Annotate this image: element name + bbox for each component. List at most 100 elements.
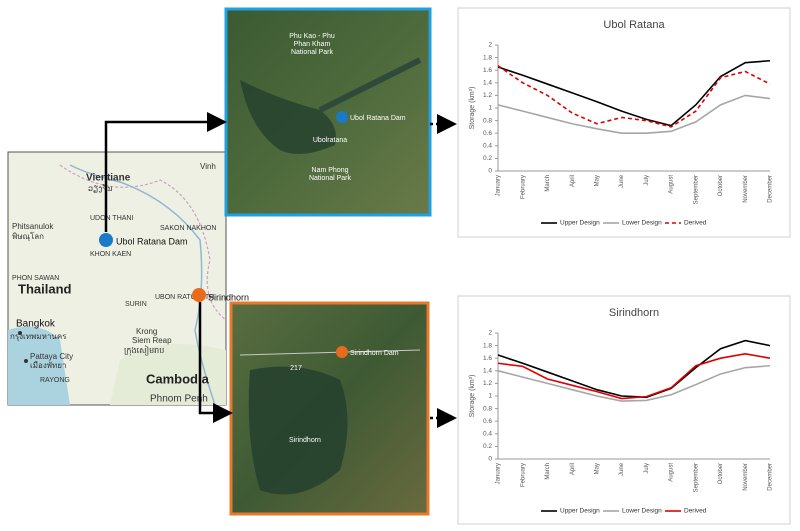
legend-label: Upper Design (560, 220, 600, 227)
y-axis-title: Storage (km³) (469, 375, 476, 418)
reservoir (318, 57, 422, 113)
y-tick-label: 1.6 (483, 355, 492, 362)
y-tick-label: 0 (488, 456, 492, 463)
x-tick-label: September (693, 175, 699, 204)
y-tick-label: 1.8 (483, 342, 492, 349)
dam-icon (192, 288, 206, 302)
map-label: ວຽງຈັນ (88, 183, 113, 193)
x-tick-label: November (743, 463, 749, 491)
satellite-label: Sirindhorn (289, 437, 321, 444)
land (110, 344, 226, 405)
map-label: พิษณุโลก (12, 231, 44, 241)
satellite-image (224, 7, 432, 217)
x-tick-label: January (496, 463, 502, 484)
y-tick-label: 0.8 (483, 117, 492, 124)
map-label: Phnom Penh (150, 394, 208, 405)
y-tick-label: 0.6 (483, 130, 492, 137)
y-tick-label: 1.2 (483, 380, 492, 387)
x-tick-label: October (718, 463, 724, 484)
x-tick-label: June (619, 174, 625, 188)
y-tick-label: 2 (488, 42, 492, 49)
dam-icon (336, 111, 348, 123)
series-line (497, 59, 771, 127)
satellite-label: Nam Phong (312, 167, 349, 174)
map: Vinh Vientiane ວຽງຈັນ UDON THANI Phitsan… (7, 151, 249, 406)
series-line (497, 352, 771, 400)
satellite-label: National Park (291, 49, 334, 56)
map-label: UDON THANI (90, 215, 133, 222)
x-tick-label: April (570, 463, 576, 475)
satellite-label: Phan Kham (294, 41, 331, 48)
y-tick-label: 0.2 (483, 443, 492, 450)
chart-title: Ubol Ratana (603, 19, 665, 31)
x-tick-label: September (693, 463, 699, 492)
map-label: Bangkok (16, 319, 56, 330)
y-tick-label: 0.4 (483, 431, 492, 438)
map-label: RAYONG (40, 377, 70, 384)
dam-icon (336, 346, 348, 358)
city-dot (18, 331, 22, 335)
map-label: Pattaya City (30, 352, 73, 361)
x-tick-label: October (718, 175, 724, 196)
satellite-label: Ubolratana (313, 137, 347, 144)
y-tick-label: 1.2 (483, 92, 492, 99)
y-tick-label: 0.2 (483, 155, 492, 162)
reservoir (240, 80, 336, 154)
x-tick-label: March (545, 463, 551, 480)
y-tick-label: 0.4 (483, 143, 492, 150)
map-label: Ubol Ratana Dam (116, 236, 188, 246)
road (239, 349, 421, 356)
satellite-label: 217 (290, 365, 302, 372)
connector-arrow (198, 302, 233, 423)
x-tick-label: December (768, 463, 774, 491)
map-label: PHON SAWAN (12, 275, 59, 282)
dam-icon (99, 233, 113, 247)
x-tick-label: July (644, 463, 650, 474)
legend-label: Upper Design (560, 508, 600, 515)
river (69, 164, 216, 406)
legend-label: Derived (684, 220, 707, 227)
x-tick-label: February (520, 463, 526, 487)
x-tick-label: August (669, 463, 675, 482)
x-tick-label: January (496, 175, 502, 196)
map-label: กรุงเทพมหานคร (10, 332, 67, 341)
chart-panel (457, 295, 791, 525)
map-label: เมืองพัทยา (30, 361, 66, 370)
map-label: Siem Reap (132, 336, 172, 345)
map-label: ក្រុងសៀមរាប (124, 345, 164, 356)
map-label: Phitsanulok (12, 222, 54, 231)
series-line (497, 65, 771, 128)
map-label: KHON KAEN (90, 251, 131, 258)
map-label: Cambodia (146, 371, 210, 386)
legend-label: Derived (684, 508, 707, 515)
x-tick-label: May (594, 463, 600, 474)
y-tick-label: 1.8 (483, 54, 492, 61)
map-label: Thailand (18, 281, 72, 296)
connector-arrow (104, 112, 227, 232)
y-tick-label: 1.6 (483, 67, 492, 74)
legend-label: Lower Design (622, 508, 662, 515)
satellite-label: Sirindhorn Dam (350, 350, 399, 357)
map-label: Sirindhorn (208, 292, 249, 302)
chart-title: Sirindhorn (609, 307, 659, 319)
map-label: SURIN (125, 301, 147, 308)
satellite-bottom: Sirindhorn Dam 217 Sirindhorn (229, 301, 430, 516)
x-tick-label: June (619, 462, 625, 476)
y-tick-label: 2 (488, 330, 492, 337)
series-line (497, 364, 771, 402)
map-label: Vientiane (86, 173, 131, 184)
sea (8, 326, 70, 405)
series-line (497, 94, 771, 134)
map-label: UBON RATCHATH (155, 294, 214, 301)
reservoir (248, 366, 348, 495)
legend-label: Lower Design (622, 220, 662, 227)
x-tick-label: April (570, 175, 576, 187)
y-tick-label: 1.4 (483, 80, 492, 87)
y-tick-label: 1.4 (483, 368, 492, 375)
x-tick-label: August (669, 175, 675, 194)
y-tick-label: 0 (488, 168, 492, 175)
x-tick-label: December (768, 175, 774, 203)
y-axis-title: Storage (km³) (469, 87, 476, 130)
y-tick-label: 1 (488, 105, 492, 112)
y-tick-label: 0.8 (483, 405, 492, 412)
